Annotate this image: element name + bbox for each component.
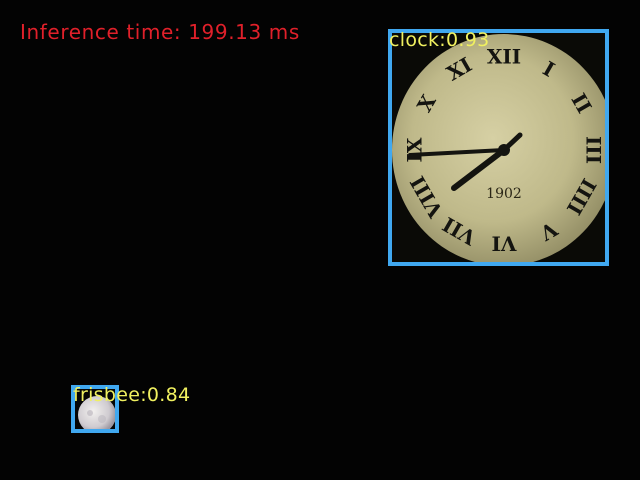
clock-detection-label: clock:0.93: [389, 29, 490, 51]
clock-minute-hand: [408, 148, 506, 157]
clock-year-text: 1902: [486, 186, 522, 202]
frisbee-detection-label: frisbee:0.84: [73, 384, 191, 406]
clock-detection-box: XII I II III IIII V VI VII VIII IX X XI 1902: [388, 29, 609, 266]
clock-numeral: XII: [487, 45, 521, 69]
frisbee-detection-box: [71, 385, 119, 433]
inference-time-text: Inference time: 199.13 ms: [20, 20, 300, 44]
clock-hour-hand: [451, 147, 507, 191]
clock-numeral: III: [582, 136, 606, 164]
moon-image: [75, 389, 115, 429]
clock-numeral: IX: [403, 137, 427, 162]
clock-numeral: VI: [492, 232, 518, 256]
